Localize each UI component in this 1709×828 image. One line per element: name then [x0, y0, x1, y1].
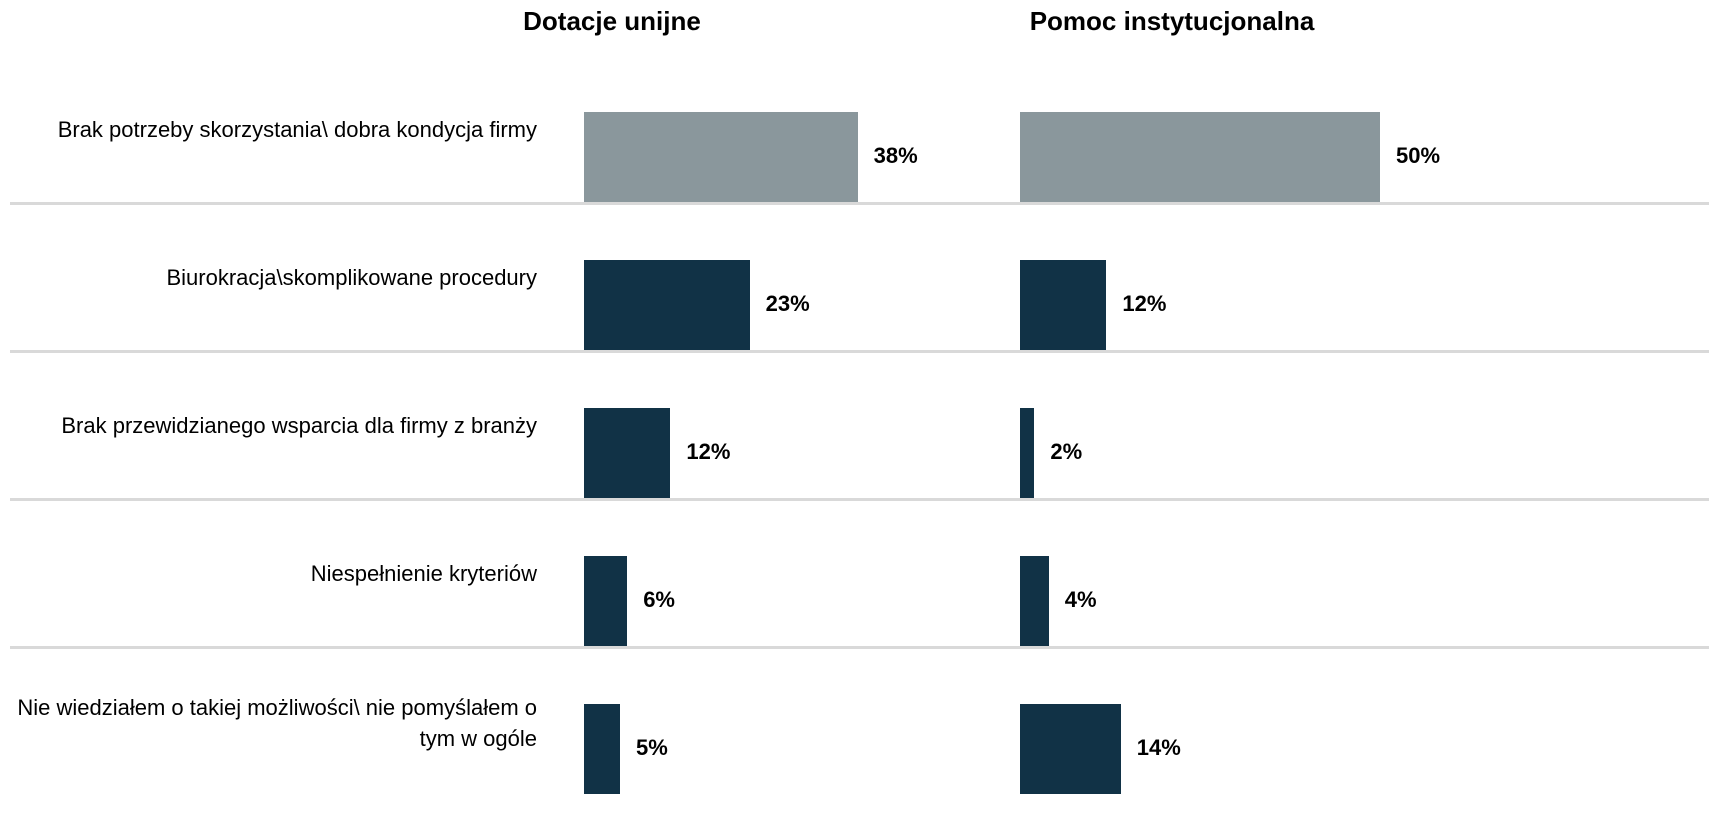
value-label-1-3: 12%: [686, 439, 731, 464]
bar-1-1: [584, 112, 858, 202]
bar-2-2: [1020, 260, 1107, 350]
value-label-2-4: 4%: [1064, 587, 1097, 612]
category-label-2: Biurokracja\skomplikowane procedury: [166, 265, 538, 290]
category-label-4: Niespełnienie kryteriów: [310, 561, 537, 586]
row-separator-1: [10, 202, 1709, 205]
value-label-1-1: 38%: [873, 143, 918, 168]
bar-2-4: [1020, 556, 1049, 646]
bar-1-3: [584, 408, 671, 498]
category-label-1: Brak potrzeby skorzystania\ dobra kondyc…: [57, 117, 537, 142]
value-label-2-2: 12%: [1122, 291, 1167, 316]
value-label-2-1: 50%: [1396, 143, 1441, 168]
value-label-2-3: 2%: [1050, 439, 1083, 464]
value-label-1-2: 23%: [765, 291, 810, 316]
category-label-5: Nie wiedziałem o takiej możliwości\ nie …: [17, 695, 537, 751]
panel-title-1: Dotacje unijne: [523, 6, 701, 36]
bar-1-2: [584, 260, 750, 350]
bar-2-3: [1020, 408, 1035, 498]
value-label-1-5: 5%: [636, 735, 668, 760]
value-label-1-4: 6%: [643, 587, 675, 612]
category-label-3: Brak przewidzianego wsparcia dla firmy z…: [61, 413, 537, 438]
value-label-2-5: 14%: [1136, 735, 1181, 760]
row-separator-3: [10, 498, 1709, 501]
row-separator-4: [10, 646, 1709, 649]
bar-2-1: [1020, 112, 1380, 202]
panel-title-2: Pomoc instytucjonalna: [1029, 6, 1315, 36]
bar-1-4: [584, 556, 628, 646]
row-separator-2: [10, 350, 1709, 353]
bar-1-5: [584, 704, 620, 794]
bar-2-5: [1020, 704, 1121, 794]
